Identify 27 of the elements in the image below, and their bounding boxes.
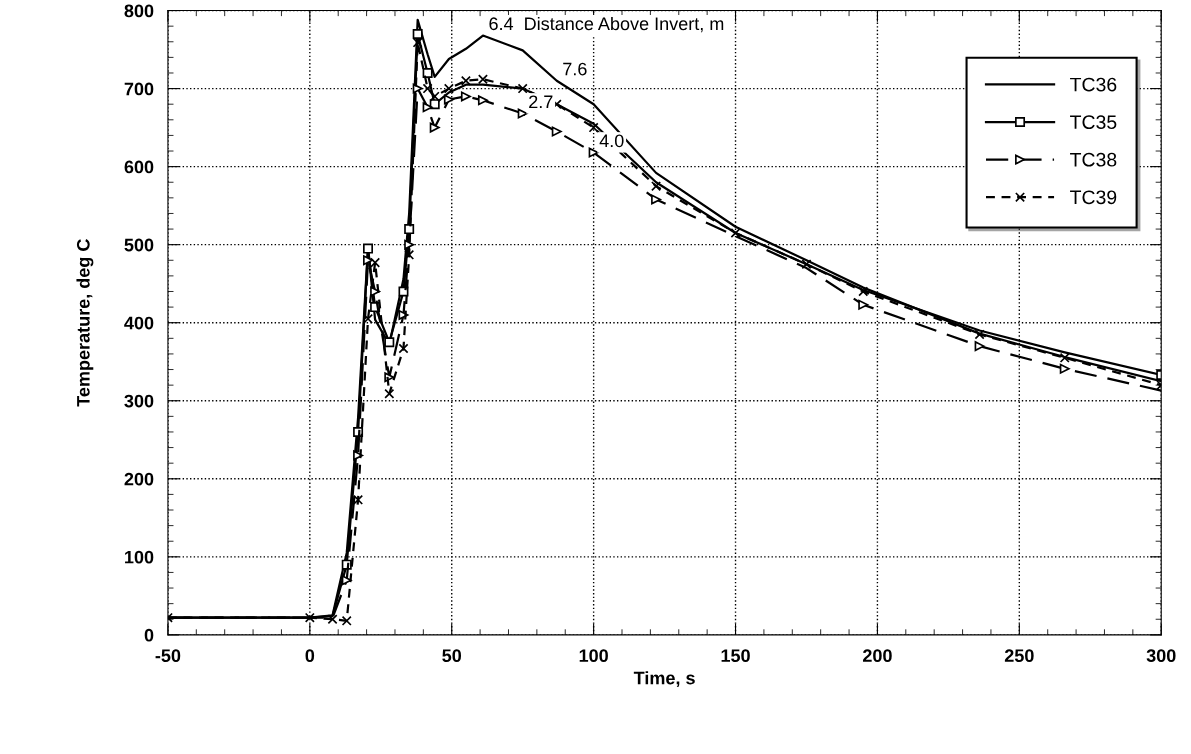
x-tick-label: 150 (721, 649, 750, 663)
legend-label: TC38 (1070, 152, 1117, 167)
annotation: 2.7 (529, 95, 553, 109)
x-tick-label: 100 (579, 649, 608, 663)
y-tick-label: 100 (125, 550, 154, 564)
legend-label: TC35 (1070, 115, 1117, 130)
y-axis-title: Temperature, deg C (76, 239, 94, 407)
x-tick-label: 0 (305, 649, 315, 663)
y-tick-label: 0 (144, 628, 154, 642)
y-tick-label: 500 (124, 238, 154, 252)
x-tick-label: -50 (155, 649, 181, 663)
x-tick-label: 200 (862, 649, 892, 663)
y-tick-label: 400 (124, 316, 154, 330)
legend-label: TC39 (1070, 190, 1117, 205)
x-tick-label: 250 (1004, 649, 1034, 663)
x-tick-label: 50 (442, 649, 462, 663)
legend-label: TC36 (1070, 77, 1117, 92)
y-tick-label: 800 (124, 4, 154, 18)
y-tick-label: 600 (124, 160, 154, 174)
annotation: 7.6 (563, 62, 587, 76)
x-tick-label: 300 (1146, 649, 1176, 663)
y-tick-label: 200 (124, 472, 154, 486)
annotation: 6.4 Distance Above Invert, m (489, 16, 724, 33)
y-tick-label: 700 (124, 82, 154, 96)
annotation: 4.0 (599, 134, 624, 148)
y-tick-label: 300 (124, 394, 154, 408)
x-axis-title: Time, s (633, 671, 695, 688)
